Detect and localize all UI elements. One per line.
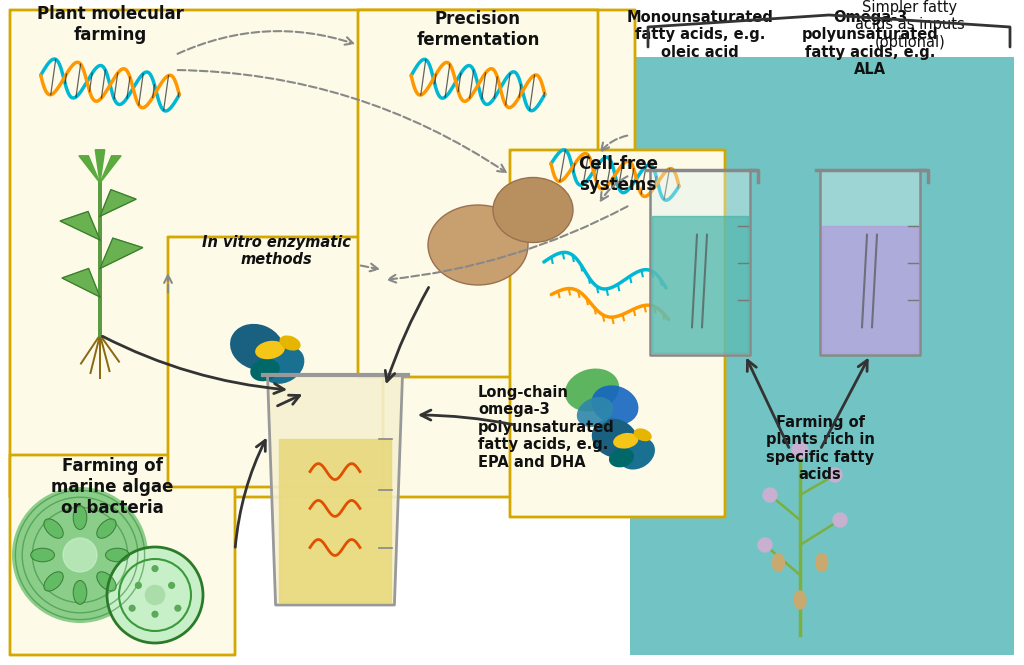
Circle shape: [129, 605, 135, 611]
Polygon shape: [279, 440, 391, 602]
Polygon shape: [652, 216, 748, 353]
Ellipse shape: [31, 548, 54, 562]
Text: Farming of
marine algae
or bacteria: Farming of marine algae or bacteria: [51, 457, 173, 517]
Circle shape: [153, 566, 158, 571]
Ellipse shape: [565, 368, 620, 412]
Ellipse shape: [772, 553, 784, 571]
Circle shape: [175, 605, 181, 611]
Polygon shape: [62, 269, 100, 297]
Ellipse shape: [592, 385, 639, 425]
Polygon shape: [267, 375, 402, 605]
Ellipse shape: [230, 324, 284, 370]
Ellipse shape: [280, 335, 301, 350]
Ellipse shape: [96, 519, 116, 538]
Ellipse shape: [816, 553, 827, 571]
Circle shape: [169, 583, 174, 589]
Ellipse shape: [794, 591, 806, 609]
Polygon shape: [650, 170, 750, 355]
Circle shape: [63, 538, 97, 572]
Polygon shape: [79, 156, 100, 183]
Text: Farming of
plants rich in
specific fatty
acids: Farming of plants rich in specific fatty…: [766, 415, 874, 482]
Ellipse shape: [44, 519, 63, 538]
FancyBboxPatch shape: [10, 455, 234, 655]
Ellipse shape: [428, 205, 528, 285]
Polygon shape: [100, 190, 136, 216]
FancyBboxPatch shape: [168, 237, 383, 487]
Text: Plant molecular
farming: Plant molecular farming: [37, 5, 183, 44]
Ellipse shape: [250, 358, 280, 381]
Circle shape: [828, 468, 842, 482]
Polygon shape: [100, 238, 142, 269]
Polygon shape: [100, 156, 121, 183]
Circle shape: [763, 488, 777, 502]
Ellipse shape: [262, 346, 304, 384]
FancyBboxPatch shape: [630, 57, 1014, 655]
Ellipse shape: [44, 572, 63, 591]
Text: Long-chain
omega-3
polyunsaturated
fatty acids, e.g.
EPA and DHA: Long-chain omega-3 polyunsaturated fatty…: [478, 385, 614, 469]
Circle shape: [106, 547, 203, 643]
Polygon shape: [820, 170, 920, 355]
Polygon shape: [95, 150, 104, 183]
Ellipse shape: [634, 428, 651, 442]
Ellipse shape: [255, 340, 285, 359]
Circle shape: [833, 513, 847, 527]
Ellipse shape: [73, 581, 87, 604]
Text: Cell-free
systems: Cell-free systems: [578, 155, 658, 194]
Text: Monounsaturated
fatty acids, e.g.
oleic acid: Monounsaturated fatty acids, e.g. oleic …: [627, 10, 773, 60]
Ellipse shape: [105, 548, 129, 562]
Text: Simpler fatty
acids as inputs
(optional): Simpler fatty acids as inputs (optional): [855, 0, 965, 50]
Text: Omega-3
polyunsaturated
fatty acids, e.g.
ALA: Omega-3 polyunsaturated fatty acids, e.g…: [802, 10, 938, 77]
FancyBboxPatch shape: [510, 150, 725, 517]
Ellipse shape: [493, 178, 573, 243]
Circle shape: [12, 487, 148, 623]
Polygon shape: [60, 211, 100, 240]
Ellipse shape: [618, 438, 655, 469]
Circle shape: [792, 442, 808, 458]
Circle shape: [135, 583, 141, 589]
Circle shape: [153, 611, 158, 617]
Ellipse shape: [73, 505, 87, 529]
Ellipse shape: [609, 448, 634, 467]
Text: In vitro enzymatic
methods: In vitro enzymatic methods: [202, 235, 350, 267]
Ellipse shape: [592, 418, 638, 458]
Polygon shape: [822, 225, 918, 353]
Ellipse shape: [96, 572, 116, 591]
Text: Precision
fermentation: Precision fermentation: [417, 10, 540, 49]
Ellipse shape: [613, 433, 638, 449]
Ellipse shape: [577, 397, 613, 427]
FancyBboxPatch shape: [358, 10, 598, 377]
FancyBboxPatch shape: [10, 10, 635, 497]
Circle shape: [145, 585, 165, 604]
Circle shape: [758, 538, 772, 552]
